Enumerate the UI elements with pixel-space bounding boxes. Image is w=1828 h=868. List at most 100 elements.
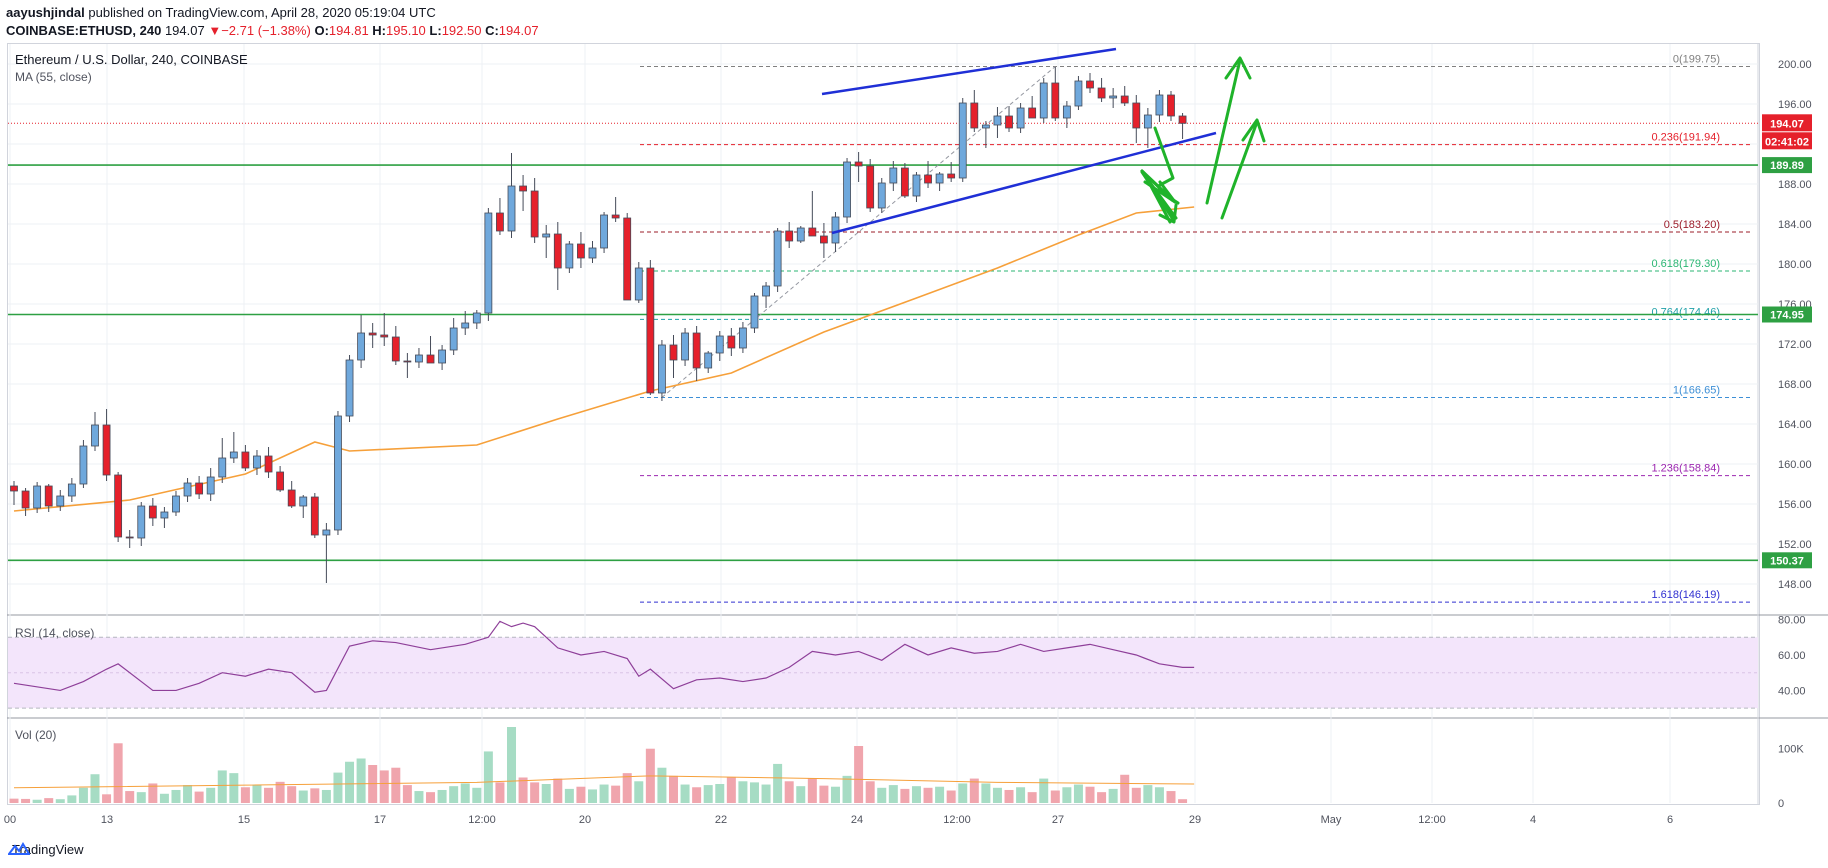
candle [854, 152, 863, 182]
candle-body [102, 424, 111, 476]
candle-body [1178, 115, 1187, 124]
x-tick-label: 20 [579, 814, 591, 826]
volume-bar [391, 767, 401, 803]
candle-body [1062, 105, 1071, 119]
candle [322, 523, 331, 583]
volume-bar [1073, 784, 1083, 803]
candle [160, 507, 169, 528]
candle-body [877, 182, 886, 209]
candle [820, 223, 828, 258]
chart-header: aayushjindal published on TradingView.co… [6, 5, 539, 38]
rsi-tick-label: 40.00 [1778, 685, 1806, 697]
volume-bar [1085, 786, 1095, 803]
volume-bar [264, 787, 274, 803]
arrow-head [1241, 118, 1266, 143]
candle [206, 468, 215, 501]
arrow-up-left-icon [1205, 58, 1242, 205]
candle-body [727, 335, 736, 349]
volume-bar [784, 781, 794, 803]
rsi-title: RSI (14, close) [15, 626, 94, 640]
candle [681, 328, 689, 366]
change-arrow-icon: ▼ [208, 23, 222, 38]
volume-bar [958, 783, 968, 803]
candle [56, 490, 65, 511]
candle-body [183, 482, 192, 497]
x-tick-label: 27 [1052, 814, 1064, 826]
candle-body [715, 335, 724, 354]
candle [970, 90, 979, 132]
candle-body [843, 161, 851, 218]
fib-level-label: 0.764(174.46) [1652, 306, 1721, 318]
x-tick-label: 13 [101, 814, 113, 826]
volume-bar [807, 778, 817, 803]
candle-body [264, 455, 273, 473]
x-tick-label: 17 [374, 814, 386, 826]
change-value: −2.71 (−1.38%) [221, 23, 311, 38]
author[interactable]: aayushjindal [6, 5, 85, 20]
candle-body [947, 173, 956, 179]
chart-frame[interactable] [7, 43, 1760, 805]
candle-body [160, 511, 169, 519]
support-tag [1762, 306, 1812, 323]
candle [148, 498, 157, 526]
candle-body [79, 445, 88, 485]
candle [877, 178, 886, 213]
candle-body [67, 483, 76, 497]
candle-body [658, 344, 666, 394]
volume-bar [194, 791, 204, 803]
candle [727, 328, 736, 356]
volume-bar [333, 772, 343, 803]
candle [44, 484, 53, 512]
countdown-label: 02:41:02 [1765, 136, 1809, 148]
volume-bar [298, 790, 308, 803]
volume-bar [356, 758, 366, 803]
candle-body [553, 233, 562, 269]
volume-bar [981, 783, 991, 803]
footer-brand[interactable]: TradingView [12, 842, 84, 857]
candle-body [461, 322, 470, 329]
candle-body [785, 230, 794, 242]
candle [900, 163, 909, 198]
candle-body [10, 485, 18, 492]
volume-bar [877, 787, 887, 803]
volume-bar [796, 786, 806, 803]
candle-body [970, 102, 979, 129]
candle [345, 355, 354, 422]
candle-body [241, 451, 250, 469]
candle-body [380, 334, 389, 338]
candle-body [924, 174, 932, 184]
volume-title: Vol (20) [15, 728, 56, 742]
candle-body [148, 505, 157, 519]
volume-bar [240, 787, 250, 803]
volume-bar [379, 770, 389, 803]
volume-bar [67, 795, 77, 803]
candle [357, 315, 366, 368]
volume-bar [136, 792, 146, 803]
candle-body [195, 482, 204, 495]
arrow-down-icon [1140, 169, 1176, 223]
candle-body [172, 495, 180, 513]
volume-tick-label: 100K [1778, 744, 1804, 756]
candle-body [403, 360, 412, 363]
arrow-segment-hidden [1174, 218, 1228, 220]
y-tick-label: 160.00 [1778, 459, 1812, 471]
candle-body [866, 165, 875, 209]
candle-body [334, 415, 342, 531]
candle-body [542, 233, 551, 238]
candle-body [507, 185, 516, 232]
candle-body [646, 267, 655, 394]
candle [10, 481, 18, 505]
volume-bar [634, 781, 644, 803]
candle [519, 175, 527, 211]
candle-body [114, 474, 123, 538]
volume-bar [1027, 792, 1037, 803]
candle [310, 493, 319, 538]
candle [183, 478, 192, 502]
candle-body [530, 190, 539, 238]
candle [472, 310, 481, 329]
candle-body [1074, 80, 1083, 107]
volume-bar [102, 794, 112, 803]
rsi-tick-label: 80.00 [1778, 615, 1806, 627]
volume-bar [865, 781, 875, 803]
